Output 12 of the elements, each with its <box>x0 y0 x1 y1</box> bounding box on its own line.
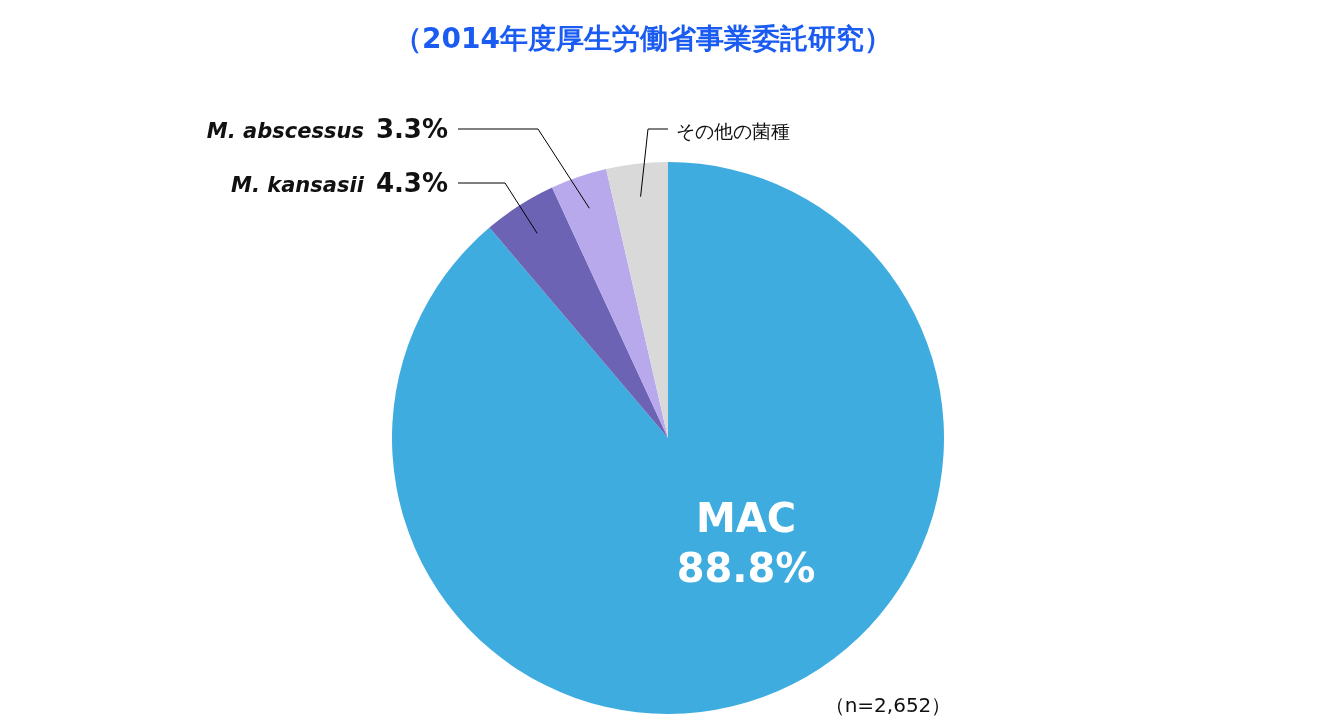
pie-slice <box>489 187 668 438</box>
text: （n=2,652） <box>824 693 952 717</box>
slice-label: M. kansasii <box>231 173 365 197</box>
chart-title: （2014年度厚生労働省事業委託研究） <box>394 22 892 55</box>
slice-label: M. abscessus <box>206 119 364 143</box>
pie-slice <box>606 162 668 438</box>
slice-label: MAC <box>695 494 797 541</box>
data-label: 4.3% <box>375 168 448 198</box>
pie-slice <box>552 169 668 438</box>
slice-label: その他の菌種 <box>676 120 790 142</box>
data-label: 88.8% <box>676 544 816 591</box>
data-label: 3.3% <box>375 114 448 144</box>
